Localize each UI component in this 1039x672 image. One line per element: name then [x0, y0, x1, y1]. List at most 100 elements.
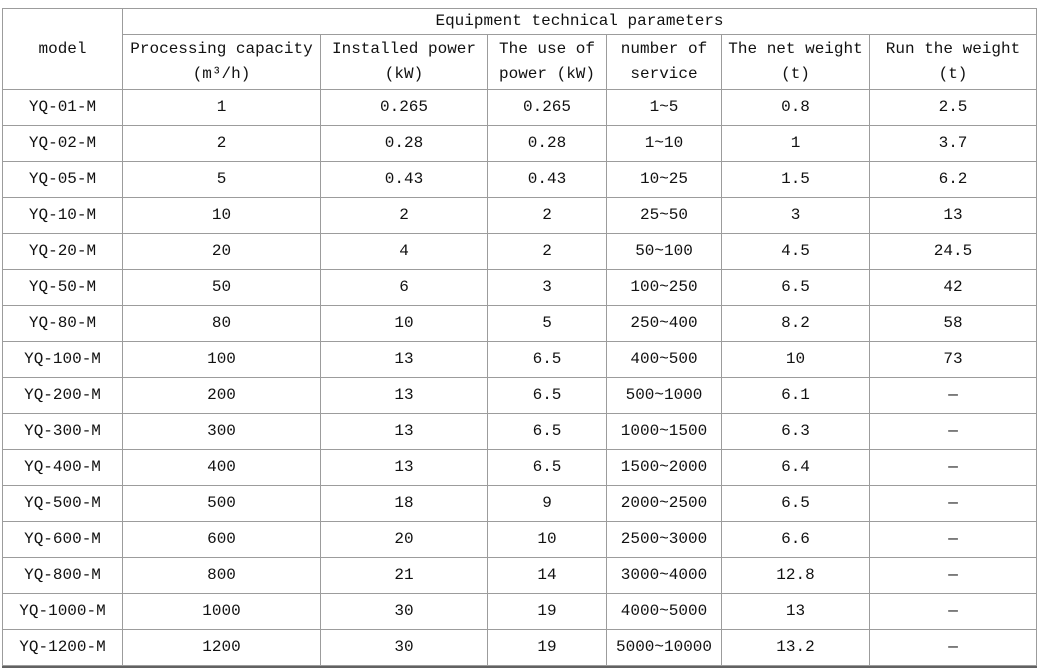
model-cell: YQ-800-M	[2, 557, 123, 594]
value-cell: 1200	[122, 629, 321, 666]
value-cell: 250~400	[606, 305, 722, 342]
value-cell: 500~1000	[606, 377, 722, 414]
table-row: YQ-600-M 600 20 10 2500~3000 6.6—	[2, 521, 1037, 558]
value-cell: 400	[122, 449, 321, 486]
value-cell: 6.6	[721, 521, 870, 558]
value-cell: —	[869, 557, 1037, 594]
value-cell: 6.3	[721, 413, 870, 450]
header-line-2: (m³/h)	[192, 65, 251, 83]
model-cell: YQ-20-M	[2, 233, 123, 270]
table-row: YQ-10-M 10 2 2 25~50 3 13	[2, 197, 1037, 234]
table-row: YQ-300-M 300 13 6.5 1000~1500 6.3—	[2, 413, 1037, 450]
value-cell: 6.5	[487, 449, 607, 486]
value-cell: 1	[721, 125, 870, 162]
value-cell: 13	[320, 341, 488, 378]
value-cell: 8.2	[721, 305, 870, 342]
value-cell: 6.5	[721, 269, 870, 306]
table-body: YQ-01-M 1 0.265 0.265 1~5 0.8 2.5 YQ-02-M 2 0.28 0…	[2, 89, 1037, 666]
table-row: YQ-1200-M 1200 30 19 5000~10000 13.2—	[2, 629, 1037, 666]
column-header-model: model	[2, 8, 123, 90]
value-cell: 1000	[122, 593, 321, 630]
value-cell: 19	[487, 629, 607, 666]
value-cell: 6	[320, 269, 488, 306]
header-line-2: power (kW)	[498, 65, 595, 83]
value-cell: 6.2	[869, 161, 1037, 198]
value-cell: 1.5	[721, 161, 870, 198]
value-cell: 0.265	[487, 89, 607, 126]
column-header-number-of-service: number of service	[606, 34, 722, 90]
value-cell: 6.5	[487, 341, 607, 378]
value-cell: 6.1	[721, 377, 870, 414]
value-cell: 5	[487, 305, 607, 342]
table-row: YQ-50-M 50 6 3 100~250 6.5 42	[2, 269, 1037, 306]
header-line-2: (t)	[781, 65, 810, 83]
model-cell: YQ-200-M	[2, 377, 123, 414]
value-cell: 0.28	[487, 125, 607, 162]
value-cell: 20	[122, 233, 321, 270]
value-cell: 73	[869, 341, 1037, 378]
value-cell: 42	[869, 269, 1037, 306]
value-cell: 5000~10000	[606, 629, 722, 666]
table-row: YQ-05-M 5 0.43 0.43 10~25 1.5 6.2	[2, 161, 1037, 198]
value-cell: —	[869, 413, 1037, 450]
value-cell: 1	[122, 89, 321, 126]
value-cell: —	[869, 521, 1037, 558]
value-cell: 12.8	[721, 557, 870, 594]
value-cell: 3.7	[869, 125, 1037, 162]
model-cell: YQ-80-M	[2, 305, 123, 342]
table-row: YQ-02-M 2 0.28 0.28 1~10 1 3.7	[2, 125, 1037, 162]
header-line-1: Processing capacity	[130, 40, 313, 58]
table-row: YQ-1000-M 1000 30 19 4000~5000 13—	[2, 593, 1037, 630]
model-cell: YQ-10-M	[2, 197, 123, 234]
value-cell: 100~250	[606, 269, 722, 306]
value-cell: 3	[487, 269, 607, 306]
value-cell: 10	[487, 521, 607, 558]
value-cell: —	[869, 593, 1037, 630]
header-line-1: The net weight	[728, 40, 863, 58]
value-cell: 2	[320, 197, 488, 234]
table-row: YQ-01-M 1 0.265 0.265 1~5 0.8 2.5	[2, 89, 1037, 126]
table-row: YQ-80-M 80 10 5 250~400 8.2 58	[2, 305, 1037, 342]
value-cell: 2	[487, 233, 607, 270]
model-cell: YQ-02-M	[2, 125, 123, 162]
value-cell: 1000~1500	[606, 413, 722, 450]
value-cell: 13	[320, 413, 488, 450]
value-cell: —	[869, 449, 1037, 486]
value-cell: 13	[320, 377, 488, 414]
value-cell: 500	[122, 485, 321, 522]
value-cell: 9	[487, 485, 607, 522]
value-cell: 0.43	[320, 161, 488, 198]
table-header: model Equipment technical parameters Pro…	[2, 8, 1037, 90]
value-cell: 13	[320, 449, 488, 486]
value-cell: 10	[122, 197, 321, 234]
value-cell: 300	[122, 413, 321, 450]
value-cell: 20	[320, 521, 488, 558]
value-cell: 100	[122, 341, 321, 378]
value-cell: 18	[320, 485, 488, 522]
value-cell: 2500~3000	[606, 521, 722, 558]
value-cell: 1~10	[606, 125, 722, 162]
header-line-1: The use of	[498, 40, 595, 58]
model-cell: YQ-300-M	[2, 413, 123, 450]
value-cell: 13	[869, 197, 1037, 234]
header-line-1: Installed power	[331, 40, 477, 58]
value-cell: 0.43	[487, 161, 607, 198]
model-cell: YQ-600-M	[2, 521, 123, 558]
value-cell: 50	[122, 269, 321, 306]
column-header-net-weight: The net weight (t)	[721, 34, 870, 90]
title-row: model Equipment technical parameters	[2, 8, 1037, 90]
header-line-1: Run the weight	[885, 40, 1021, 58]
value-cell: 6.5	[487, 413, 607, 450]
column-header-run-weight: Run the weight (t)	[869, 34, 1037, 90]
value-cell: 19	[487, 593, 607, 630]
model-cell: YQ-400-M	[2, 449, 123, 486]
value-cell: —	[869, 629, 1037, 666]
subheader-row: Processing capacity (m³/h) Installed pow…	[3, 34, 1037, 90]
column-header-installed-power: Installed power (kW)	[320, 34, 488, 90]
header-line-2: (kW)	[384, 65, 424, 83]
model-cell: YQ-500-M	[2, 485, 123, 522]
value-cell: 80	[122, 305, 321, 342]
value-cell: 50~100	[606, 233, 722, 270]
table-row: YQ-400-M 400 13 6.5 1500~2000 6.4—	[2, 449, 1037, 486]
header-line-2: (t)	[938, 65, 968, 83]
